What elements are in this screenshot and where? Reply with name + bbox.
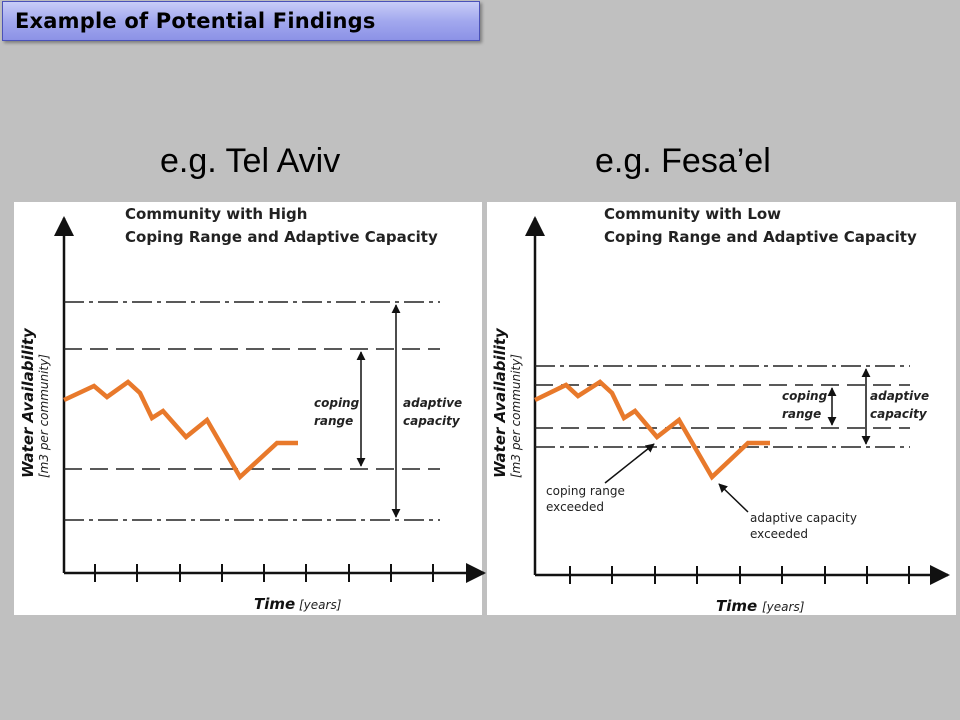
right-adaptive-label-line2: capacity	[870, 407, 928, 421]
adaptive-exceeded-pointer	[718, 483, 749, 513]
left-adaptive-label-line1: adaptive	[403, 396, 462, 410]
right-city-label: e.g. Fesa’el	[595, 142, 771, 180]
right-panel: Community with Low Coping Range and Adap…	[487, 202, 956, 615]
right-x-axis-label: Time	[716, 597, 757, 615]
left-panel-background	[14, 202, 482, 615]
right-y-axis-unit: [m3 per community]	[509, 354, 523, 478]
right-panel-background	[487, 202, 956, 615]
left-coping-label-line1: coping	[314, 396, 360, 410]
right-heading-line1: Community with Low	[604, 205, 781, 223]
left-x-axis-label: Time	[254, 595, 295, 613]
left-x-axis-unit: [years]	[299, 598, 342, 612]
left-y-axis-label: Water Availability	[19, 327, 37, 478]
right-y-axis-label: Water Availability	[491, 327, 509, 478]
right-x-ticks	[569, 566, 910, 584]
left-city-label: e.g. Tel Aviv	[160, 142, 341, 180]
right-x-axis-unit: [years]	[762, 600, 805, 614]
left-adaptive-label-line2: capacity	[403, 414, 461, 428]
left-x-ticks	[94, 564, 434, 582]
right-adaptive-label-line1: adaptive	[870, 389, 929, 403]
right-water-availability-line	[534, 379, 770, 481]
slide-title-box: Example of Potential Findings	[2, 1, 480, 41]
note-adaptive-exceeded-line1: adaptive capacity	[750, 511, 857, 525]
left-coping-label-line2: range	[314, 414, 353, 428]
left-heading-line2: Coping Range and Adaptive Capacity	[125, 228, 438, 246]
left-y-axis-unit: [m3 per community]	[37, 354, 51, 478]
left-water-availability-line	[63, 379, 298, 481]
note-coping-exceeded-line2: exceeded	[546, 500, 604, 514]
left-panel: Community with High Coping Range and Ada…	[14, 202, 486, 615]
slide-title: Example of Potential Findings	[15, 9, 376, 33]
right-coping-label-line1: coping	[782, 389, 828, 403]
right-coping-label-line2: range	[782, 407, 821, 421]
right-heading-line2: Coping Range and Adaptive Capacity	[604, 228, 917, 246]
note-adaptive-exceeded-line2: exceeded	[750, 527, 808, 541]
coping-exceeded-pointer	[604, 443, 655, 484]
left-heading-line1: Community with High	[125, 205, 307, 223]
note-coping-exceeded-line1: coping range	[546, 484, 625, 498]
